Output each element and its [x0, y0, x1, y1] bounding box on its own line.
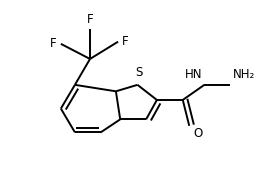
Text: NH₂: NH₂ [232, 68, 255, 81]
Text: F: F [122, 35, 129, 48]
Text: F: F [87, 13, 93, 26]
Text: F: F [50, 37, 57, 50]
Text: S: S [135, 66, 142, 80]
Text: HN: HN [185, 68, 203, 81]
Text: O: O [194, 127, 203, 140]
